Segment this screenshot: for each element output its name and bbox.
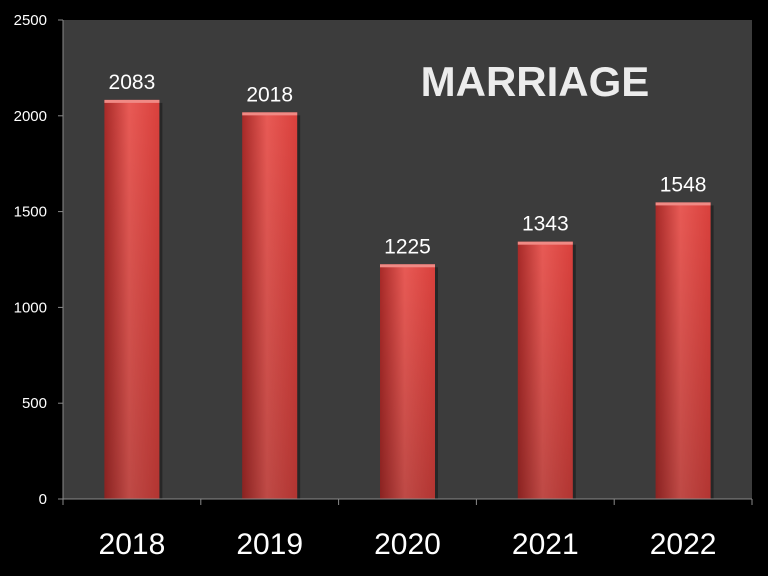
data-label: 2018 [246, 83, 293, 106]
y-tick-label: 1500 [14, 204, 47, 221]
bar-shade [242, 112, 298, 499]
x-tick-label: 2021 [512, 528, 579, 561]
bar-cap [242, 112, 298, 116]
bar-group-2022: 1548 [655, 173, 714, 499]
bar-group-2020: 1225 [380, 235, 438, 499]
y-tick-label: 2500 [14, 12, 47, 29]
x-tick-label: 2020 [374, 528, 441, 561]
bar-cap [517, 241, 573, 245]
y-tick-label: 2000 [14, 108, 47, 125]
bar-shade [655, 202, 711, 499]
y-tick-label: 500 [22, 395, 47, 412]
data-label: 1343 [522, 213, 569, 236]
x-tick-label: 2019 [236, 528, 303, 561]
bar-cap [104, 99, 160, 103]
bar-shade [104, 99, 160, 499]
bar-shade [380, 264, 435, 499]
bar-cap [380, 264, 435, 268]
bar-group-2018: 2083 [104, 71, 163, 499]
y-tick-label: 1000 [14, 299, 47, 316]
data-label: 2083 [109, 71, 156, 94]
bar-shade [517, 241, 573, 499]
y-tick-label: 0 [39, 491, 47, 508]
data-label: 1225 [384, 235, 431, 258]
x-tick-label: 2018 [99, 528, 166, 561]
x-tick-label: 2022 [650, 528, 717, 561]
data-label: 1548 [660, 173, 707, 196]
bar-cap [655, 202, 711, 206]
bar-group-2019: 2018 [242, 83, 301, 499]
chart-title: MARRIAGE [421, 58, 650, 105]
bar-group-2021: 1343 [517, 213, 576, 499]
